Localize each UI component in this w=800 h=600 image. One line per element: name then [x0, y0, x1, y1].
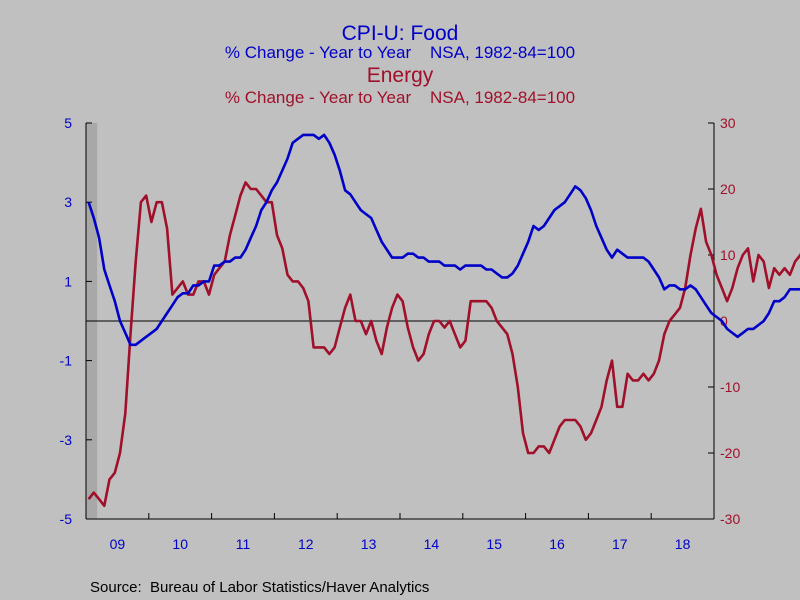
x-tick-label: 09	[110, 536, 126, 552]
energy-subtitle: % Change - Year to Year NSA, 1982-84=100	[225, 88, 575, 107]
right-tick-label: 20	[720, 181, 736, 197]
right-axis: 30 20 10 0 -10 -20 -30	[708, 115, 740, 527]
x-tick-label: 16	[549, 536, 565, 552]
left-tick-label: 3	[64, 194, 72, 210]
right-tick-label: 30	[720, 115, 736, 131]
source-note: Source: Bureau of Labor Statistics/Haver…	[90, 579, 429, 596]
right-tick-label: -20	[720, 445, 740, 461]
x-tick-label: 14	[424, 536, 440, 552]
x-tick-label: 15	[486, 536, 502, 552]
x-tick-label: 17	[612, 536, 628, 552]
x-tick-label: 10	[172, 536, 188, 552]
left-tick-label: -3	[60, 432, 73, 448]
left-tick-label: -1	[60, 353, 73, 369]
energy-series	[87, 181, 800, 508]
food-title: CPI-U: Food	[342, 22, 459, 45]
food-series	[87, 133, 800, 347]
left-tick-label: -5	[60, 511, 73, 527]
x-tick-label: 18	[675, 536, 691, 552]
food-line	[87, 133, 800, 347]
left-tick-label: 1	[64, 273, 72, 289]
right-tick-label: -30	[720, 511, 740, 527]
energy-title: Energy	[367, 64, 434, 87]
left-tick-label: 5	[64, 115, 72, 131]
x-tick-label: 11	[236, 536, 251, 552]
x-tick-label: 12	[298, 536, 314, 552]
food-subtitle: % Change - Year to Year NSA, 1982-84=100	[225, 43, 575, 62]
right-tick-label: 0	[720, 313, 728, 329]
left-axis: 5 3 1 -1 -3 -5	[60, 115, 92, 527]
right-tick-label: -10	[720, 379, 740, 395]
x-axis: 09 10 11 12 13 14 15 16 17 18	[110, 513, 691, 552]
energy-line	[87, 181, 800, 508]
x-tick-label: 13	[361, 536, 377, 552]
right-tick-label: 10	[720, 247, 736, 263]
